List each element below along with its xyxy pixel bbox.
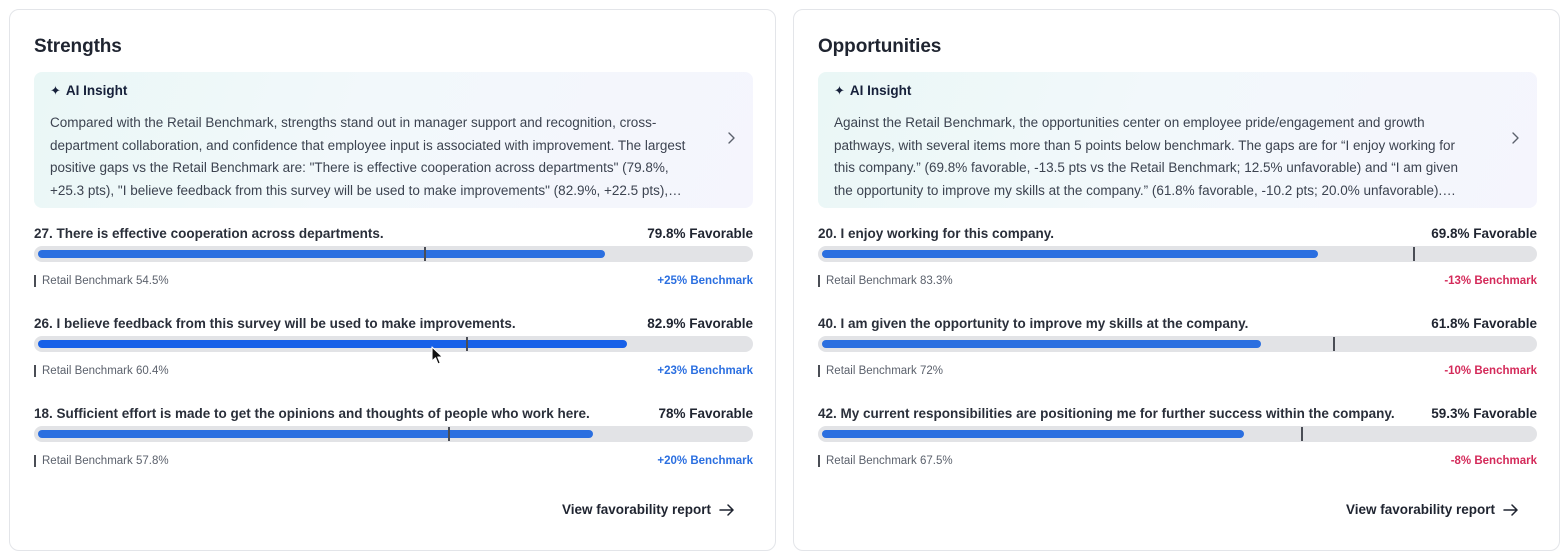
- favorable-value: 82.9% Favorable: [647, 316, 753, 331]
- favorability-fill: [38, 430, 593, 438]
- benchmark-tick-icon: [34, 455, 36, 467]
- favorability-fill: [822, 340, 1262, 348]
- chevron-right-icon[interactable]: [1507, 130, 1523, 146]
- strength-item: 26. I believe feedback from this survey …: [34, 316, 753, 388]
- strengths-title: Strengths: [34, 36, 122, 57]
- view-report-label: View favorability report: [561, 502, 711, 517]
- benchmark-delta: +25% Benchmark: [657, 275, 753, 287]
- favorable-value: 59.3% Favorable: [1431, 406, 1537, 421]
- favorable-value: 69.8% Favorable: [1431, 226, 1537, 241]
- arrow-right-icon: [719, 503, 734, 516]
- question-label: 42. My current responsibilities are posi…: [818, 406, 1395, 421]
- ai-insight-text: Compared with the Retail Benchmark, stre…: [50, 115, 686, 198]
- benchmark-label: Retail Benchmark 60.4%: [42, 365, 169, 377]
- opportunities-title: Opportunities: [818, 36, 942, 57]
- benchmark-marker: [1413, 247, 1416, 261]
- favorability-bar[interactable]: [818, 426, 1537, 442]
- arrow-right-icon: [1503, 503, 1518, 516]
- benchmark-delta: -8% Benchmark: [1450, 455, 1537, 467]
- question-label: 20. I enjoy working for this company.: [818, 226, 1055, 241]
- favorability-bar[interactable]: [34, 426, 753, 442]
- benchmark-marker: [447, 427, 450, 441]
- benchmark-marker: [424, 247, 427, 261]
- benchmark-tick-icon: [818, 275, 820, 287]
- strength-item: 18. Sufficient effort is made to get the…: [34, 406, 753, 478]
- favorability-fill: [822, 430, 1244, 438]
- view-favorability-report-link[interactable]: View favorability report: [1346, 502, 1519, 517]
- benchmark-label: Retail Benchmark 57.8%: [42, 455, 169, 467]
- benchmark-delta: +23% Benchmark: [657, 365, 753, 377]
- opportunity-item: 20. I enjoy working for this company. 69…: [818, 226, 1537, 298]
- ai-insight-label: AI Insight: [849, 83, 912, 98]
- benchmark-marker: [1300, 427, 1303, 441]
- favorability-fill: [38, 250, 606, 258]
- strengths-ai-insight[interactable]: ✦ AI Insight Compared with the Retail Be…: [34, 72, 753, 208]
- ai-insight-header: ✦ AI Insight: [834, 83, 911, 98]
- strengths-card: Strengths ✦ AI Insight Compared with the…: [9, 9, 776, 551]
- view-favorability-report-link[interactable]: View favorability report: [562, 502, 735, 517]
- benchmark-info: Retail Benchmark 83.3%: [818, 275, 953, 287]
- benchmark-marker: [466, 337, 469, 351]
- opportunity-item: 40. I am given the opportunity to improv…: [818, 316, 1537, 388]
- favorability-bar[interactable]: [818, 246, 1537, 262]
- benchmark-info: Retail Benchmark 54.5%: [34, 275, 169, 287]
- sparkle-icon: ✦: [50, 83, 61, 98]
- benchmark-marker: [1332, 337, 1335, 351]
- benchmark-delta: -13% Benchmark: [1444, 275, 1537, 287]
- favorability-bar[interactable]: [34, 336, 753, 352]
- opportunities-card: Opportunities ✦ AI Insight Against the R…: [793, 9, 1560, 551]
- opportunities-ai-insight[interactable]: ✦ AI Insight Against the Retail Benchmar…: [818, 72, 1537, 208]
- benchmark-info: Retail Benchmark 60.4%: [34, 365, 169, 377]
- question-label: 26. I believe feedback from this survey …: [34, 316, 516, 331]
- benchmark-label: Retail Benchmark 67.5%: [826, 455, 953, 467]
- favorability-fill: [38, 340, 628, 348]
- benchmark-label: Retail Benchmark 72%: [826, 365, 943, 377]
- ai-insight-text: Against the Retail Benchmark, the opport…: [834, 115, 1459, 198]
- benchmark-delta: -10% Benchmark: [1444, 365, 1537, 377]
- benchmark-info: Retail Benchmark 67.5%: [818, 455, 953, 467]
- ai-insight-label: AI Insight: [65, 83, 128, 98]
- favorable-value: 78% Favorable: [658, 406, 753, 421]
- benchmark-tick-icon: [34, 275, 36, 287]
- favorability-bar[interactable]: [34, 246, 753, 262]
- favorability-bar[interactable]: [818, 336, 1537, 352]
- strength-item: 27. There is effective cooperation acros…: [34, 226, 753, 298]
- benchmark-info: Retail Benchmark 57.8%: [34, 455, 169, 467]
- benchmark-label: Retail Benchmark 83.3%: [826, 275, 953, 287]
- benchmark-label: Retail Benchmark 54.5%: [42, 275, 169, 287]
- benchmark-info: Retail Benchmark 72%: [818, 365, 943, 377]
- opportunity-item: 42. My current responsibilities are posi…: [818, 406, 1537, 478]
- question-label: 18. Sufficient effort is made to get the…: [34, 406, 590, 421]
- favorability-fill: [822, 250, 1319, 258]
- question-label: 40. I am given the opportunity to improv…: [818, 316, 1249, 331]
- chevron-right-icon[interactable]: [723, 130, 739, 146]
- favorable-value: 61.8% Favorable: [1431, 316, 1537, 331]
- benchmark-delta: +20% Benchmark: [657, 455, 753, 467]
- benchmark-tick-icon: [34, 365, 36, 377]
- question-label: 27. There is effective cooperation acros…: [34, 226, 384, 241]
- favorable-value: 79.8% Favorable: [647, 226, 753, 241]
- ai-insight-header: ✦ AI Insight: [50, 83, 127, 98]
- benchmark-tick-icon: [818, 365, 820, 377]
- view-report-label: View favorability report: [1345, 502, 1495, 517]
- benchmark-tick-icon: [818, 455, 820, 467]
- sparkle-icon: ✦: [834, 83, 845, 98]
